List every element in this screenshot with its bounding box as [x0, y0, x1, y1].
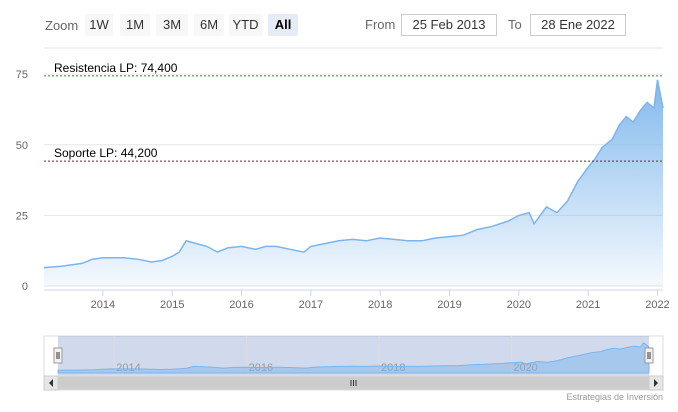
y-axis: 0 25 50 75 — [16, 69, 28, 293]
x-tick-label: 2015 — [160, 299, 184, 311]
plot-line-label: Soporte LP: 44,200 — [54, 146, 158, 160]
zoom-6m-button[interactable]: 6M — [194, 14, 224, 36]
navigator-series — [57, 342, 650, 374]
plot-lines: Resistencia LP: 74,400 Soporte LP: 44,200 — [44, 61, 663, 162]
scroll-left-button[interactable] — [43, 375, 59, 391]
x-tick-label: 2014 — [91, 299, 115, 311]
scrollbar-grip-icon — [350, 380, 357, 386]
y-tick-label: 50 — [16, 140, 28, 152]
to-date-input[interactable]: 28 Ene 2022 — [530, 14, 626, 36]
arrow-left-icon — [49, 379, 53, 387]
x-tick-label: 2022 — [645, 299, 669, 311]
x-tick-label: 2021 — [576, 299, 600, 311]
navigator-left-handle[interactable] — [53, 347, 63, 364]
from-date-input[interactable]: 25 Feb 2013 — [401, 14, 497, 36]
zoom-ytd-button[interactable]: YTD — [229, 14, 262, 36]
zoom-3m-button[interactable]: 3M — [156, 14, 188, 36]
y-tick-label: 75 — [16, 69, 28, 81]
from-label: From — [365, 17, 396, 32]
price-area — [44, 79, 663, 286]
zoom-1w-button[interactable]: 1W — [85, 14, 113, 36]
y-tick-label: 0 — [22, 281, 28, 293]
x-tick-label: 2018 — [368, 299, 392, 311]
price-line — [43, 79, 664, 269]
x-tick-label: 2016 — [229, 299, 253, 311]
scroll-right-button[interactable] — [648, 375, 664, 391]
chart-credit[interactable]: Estrategias de Inversión — [566, 392, 663, 402]
x-tick-label: 2020 — [507, 299, 531, 311]
zoom-label: Zoom — [45, 18, 79, 33]
navigator-right-handle[interactable] — [644, 347, 654, 364]
range-selector: Zoom 1W 1M 3M 6M YTD All From 25 Feb 201… — [0, 0, 678, 50]
x-tick-label: 2017 — [299, 299, 323, 311]
to-label: To — [508, 17, 522, 32]
zoom-all-button[interactable]: All — [268, 14, 298, 36]
x-axis: 2014 2015 2016 2017 2018 2019 2020 2021 2022 — [91, 290, 670, 311]
x-tick-label: 2019 — [437, 299, 461, 311]
y-tick-label: 25 — [16, 210, 28, 222]
plot-line-label: Resistencia LP: 74,400 — [54, 61, 178, 75]
arrow-right-icon — [654, 379, 658, 387]
zoom-1m-button[interactable]: 1M — [120, 14, 150, 36]
